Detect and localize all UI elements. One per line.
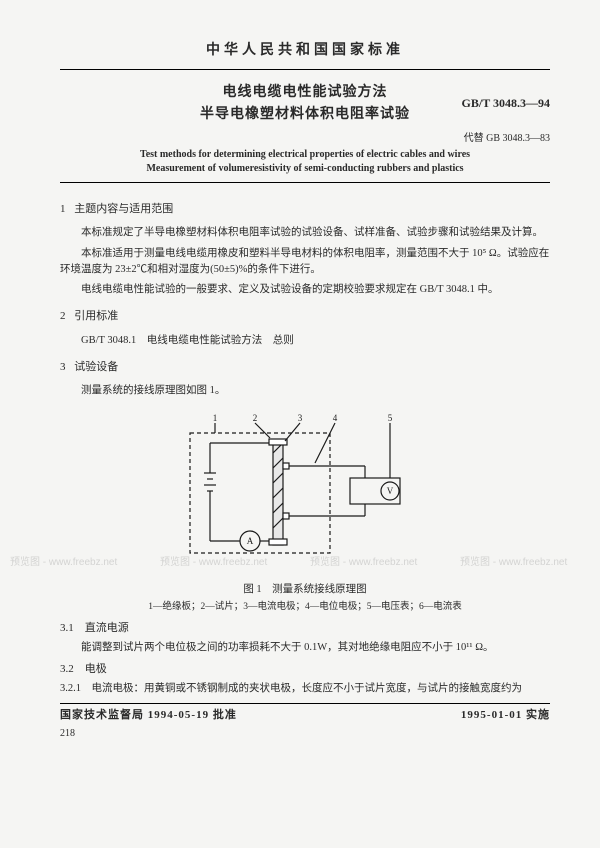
section-3-1-title: 直流电源 <box>85 622 129 634</box>
section-1-para-2: 本标准适用于测量电线电缆用橡皮和塑料半导电材料的体积电阻率，测量范围不大于 10… <box>60 246 550 279</box>
voltmeter-label: V <box>387 486 394 496</box>
section-1-title: 主题内容与适用范围 <box>74 203 173 215</box>
approval-text: 国家技术监督局 1994-05-19 批准 <box>60 707 237 724</box>
diagram-label-5: 5 <box>388 413 393 423</box>
page-number: 218 <box>60 726 550 741</box>
title-en-line1: Test methods for determining electrical … <box>140 149 470 160</box>
section-1-para-1: 本标准规定了半导电橡塑材料体积电阻率试验的试验设备、试样准备、试验步骤和试验结果… <box>60 225 550 241</box>
title-cn-line1: 电线电缆电性能试验方法 <box>223 85 388 100</box>
section-2-reference: GB/T 3048.1 电线电缆电性能试验方法 总则 <box>81 333 550 349</box>
section-3-1-heading: 3.1 直流电源 <box>60 620 550 637</box>
section-3-2-1-text: 电流电极：用黄铜或不锈钢制成的夹状电极，长度应不小于试片宽度，与试片的接触宽度约… <box>92 683 523 694</box>
section-3-2-num: 3.2 <box>60 663 74 675</box>
watermark-2: 预览图 - www.freebz.net <box>160 553 267 568</box>
header-rule-bottom <box>60 182 550 183</box>
section-2-title: 引用标准 <box>74 310 118 322</box>
section-1-heading: 1 主题内容与适用范围 <box>60 201 550 218</box>
section-3-2-1-para: 3.2.1 电流电极：用黄铜或不锈钢制成的夹状电极，长度应不小于试片宽度，与试片… <box>60 681 550 697</box>
title-block: 电线电缆电性能试验方法 半导电橡塑材料体积电阻率试验 GB/T 3048.3—9… <box>60 82 550 127</box>
title-cn-line2: 半导电橡塑材料体积电阻率试验 <box>200 107 410 122</box>
section-1-num: 1 <box>60 203 66 215</box>
section-3-1-para: 能调整到试片两个电位极之间的功率损耗不大于 0.1W，其对地绝缘电阻应不小于 1… <box>60 640 550 656</box>
section-3-1-num: 3.1 <box>60 622 74 634</box>
figure-1-caption: 图 1 测量系统接线原理图 <box>60 582 550 598</box>
standard-code: GB/T 3048.3—94 <box>462 94 550 112</box>
diagram-label-2: 2 <box>253 413 258 423</box>
section-2-heading: 2 引用标准 <box>60 308 550 325</box>
header-rule-top <box>60 69 550 70</box>
figure-1: 1 2 3 4 5 A V <box>60 413 550 574</box>
watermark-3: 预览图 - www.freebz.net <box>310 553 417 568</box>
watermark-4: 预览图 - www.freebz.net <box>460 553 567 568</box>
section-3-heading: 3 试验设备 <box>60 359 550 376</box>
section-3-2-title: 电极 <box>85 663 107 675</box>
section-3-para-1: 测量系统的接线原理图如图 1。 <box>60 383 550 399</box>
figure-1-legend: 1—绝缘板；2—试片；3—电流电极；4—电位电极；5—电压表；6—电流表 <box>60 600 550 614</box>
wiring-diagram-svg: 1 2 3 4 5 A V <box>155 413 455 568</box>
section-1-para-3: 电线电缆电性能试验的一般要求、定义及试验设备的定期校验要求规定在 GB/T 30… <box>60 282 550 298</box>
ammeter-label: A <box>247 536 254 546</box>
diagram-label-4: 4 <box>333 413 338 423</box>
document-page: 中华人民共和国国家标准 电线电缆电性能试验方法 半导电橡塑材料体积电阻率试验 G… <box>0 0 600 761</box>
supersedes-note: 代替 GB 3048.3—83 <box>60 131 550 146</box>
diagram-label-3: 3 <box>298 413 303 423</box>
effective-text: 1995-01-01 实施 <box>461 707 550 724</box>
issuing-organization: 中华人民共和国国家标准 <box>60 40 550 61</box>
title-english: Test methods for determining electrical … <box>60 148 550 176</box>
section-3-num: 3 <box>60 361 66 373</box>
section-3-2-1-num: 3.2.1 <box>60 683 81 694</box>
watermark-1: 预览图 - www.freebz.net <box>10 553 117 568</box>
footer-row: 国家技术监督局 1994-05-19 批准 1995-01-01 实施 <box>60 704 550 724</box>
section-2-num: 2 <box>60 310 66 322</box>
title-en-line2: Measurement of volumeresistivity of semi… <box>146 163 463 174</box>
section-3-title: 试验设备 <box>74 361 118 373</box>
section-3-2-heading: 3.2 电极 <box>60 661 550 678</box>
diagram-label-1: 1 <box>213 413 218 423</box>
